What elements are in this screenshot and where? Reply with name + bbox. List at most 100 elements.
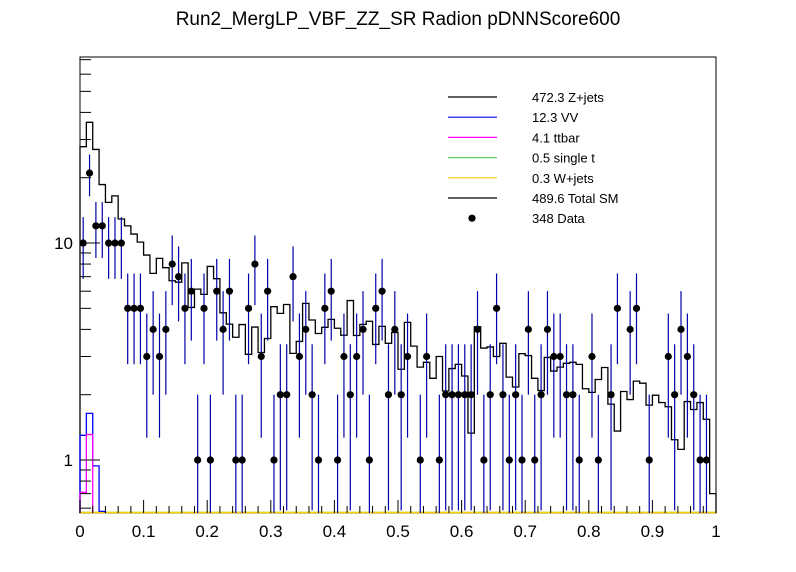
data-point	[556, 352, 564, 361]
data-point	[690, 391, 698, 399]
data-point	[696, 456, 704, 464]
data-point	[283, 391, 291, 399]
data-point	[333, 456, 342, 464]
legend-entry: 0.3 W+jets	[448, 171, 594, 186]
legend-entry: 489.6 Total SM	[448, 191, 618, 206]
data-point	[302, 325, 310, 333]
total-sm-histogram	[79, 121, 717, 513]
data-point	[435, 456, 443, 464]
data-point	[632, 304, 641, 312]
data-point	[569, 391, 577, 399]
data-point	[314, 456, 323, 464]
data-point	[683, 352, 691, 361]
legend: 472.3 Z+jets 12.3 VV 4.1 ttbar 0.5 single t…	[448, 90, 618, 226]
x-tick-label: 0.9	[641, 522, 665, 541]
data-point	[136, 304, 145, 312]
data-point	[346, 391, 354, 399]
data-point	[588, 352, 596, 361]
data-point	[251, 260, 259, 268]
data-point	[327, 287, 335, 295]
data-point	[492, 304, 501, 312]
data-point	[213, 287, 221, 295]
data-point	[155, 352, 164, 361]
data-point	[130, 304, 138, 312]
data-point	[117, 239, 125, 247]
legend-marker	[468, 214, 476, 222]
data-point	[486, 391, 494, 399]
data-point	[384, 391, 393, 399]
x-tick-label: 0.7	[513, 522, 537, 541]
data-point	[505, 456, 513, 464]
x-tick-label: 0	[75, 522, 84, 541]
data-point	[85, 169, 94, 177]
x-tick-label: 0.4	[323, 522, 347, 541]
data-point	[677, 325, 685, 333]
data-point	[149, 325, 157, 333]
legend-label: 348 Data	[532, 211, 586, 226]
data-point	[225, 287, 234, 295]
data-point	[124, 304, 132, 312]
chart-title: Run2_MergLP_VBF_ZZ_SR Radion pDNNScore60…	[175, 9, 621, 30]
y-tick-label: 1	[64, 451, 73, 470]
data-point	[295, 352, 304, 361]
data-point	[391, 325, 399, 333]
data-point	[92, 222, 100, 230]
data-point	[289, 273, 297, 281]
data-point	[480, 456, 488, 464]
legend-entry: 4.1 ttbar	[448, 130, 580, 145]
legend-entry: 472.3 Z+jets	[448, 90, 604, 105]
data-point	[397, 391, 405, 399]
data-point	[257, 352, 265, 361]
data-point	[454, 391, 463, 399]
legend-entry: 0.5 single t	[448, 151, 595, 166]
legend-label: 0.3 W+jets	[532, 171, 594, 186]
data-point	[671, 391, 679, 399]
x-tick-label: 0.1	[132, 522, 156, 541]
data-point	[467, 391, 475, 399]
data-point	[244, 304, 253, 312]
data-point	[543, 325, 552, 333]
data-point	[550, 352, 558, 361]
x-tick-label: 0.2	[195, 522, 219, 541]
plot-frame	[79, 56, 717, 514]
data-point	[200, 304, 208, 312]
data-point	[448, 391, 456, 399]
data-point	[613, 304, 622, 312]
data-point	[702, 456, 711, 464]
data-point	[531, 456, 539, 464]
data-point	[232, 456, 240, 464]
data-point	[264, 287, 272, 295]
data-point	[499, 391, 507, 399]
data-point	[162, 325, 170, 333]
x-tick-label: 0.6	[450, 522, 474, 541]
data-point	[105, 239, 113, 247]
data-point	[194, 456, 202, 464]
data-point	[626, 325, 634, 333]
data-point	[607, 391, 615, 399]
data-point	[473, 325, 482, 333]
data-point	[645, 456, 653, 464]
x-tick-label: 1	[711, 522, 720, 541]
data-point	[562, 391, 571, 399]
x-tick-label: 0.5	[386, 522, 410, 541]
data-point	[143, 352, 151, 361]
data-point	[378, 287, 386, 295]
data-point	[537, 391, 545, 399]
data-point	[276, 391, 284, 399]
legend-entry: 348 Data	[468, 211, 586, 226]
data-point	[321, 304, 329, 312]
data-point	[238, 456, 246, 464]
data-point	[403, 352, 412, 361]
data-point	[270, 456, 278, 464]
legend-entry: 12.3 VV	[448, 110, 579, 125]
data-point	[111, 239, 119, 247]
data-point	[168, 260, 176, 268]
legend-label: 472.3 Z+jets	[532, 90, 604, 105]
data-point	[372, 304, 380, 312]
legend-label: 0.5 single t	[532, 151, 595, 166]
data-point	[594, 456, 602, 464]
data-point	[664, 352, 672, 361]
data-point	[353, 352, 361, 361]
data-point	[461, 391, 469, 399]
